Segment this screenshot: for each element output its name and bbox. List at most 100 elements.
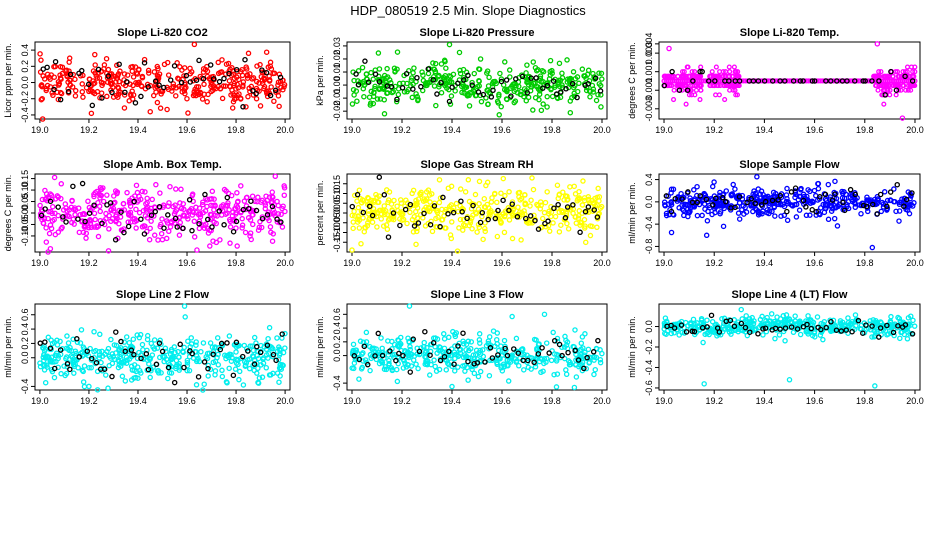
data-point: [351, 92, 357, 98]
data-point: [199, 201, 206, 208]
data-point: [564, 220, 570, 227]
data-point: [404, 220, 410, 227]
data-point: [777, 192, 784, 199]
data-point: [367, 100, 374, 106]
data-point: [663, 212, 670, 219]
data-point: [258, 199, 264, 205]
data-point: [728, 83, 734, 89]
y-axis-label: kPa per min.: [315, 55, 325, 106]
data-point: [884, 203, 890, 210]
data-point: [898, 199, 904, 206]
data-point: [229, 105, 236, 111]
data-point: [245, 215, 252, 221]
data-point: [887, 197, 894, 204]
data-point: [226, 70, 232, 77]
data-point: [469, 82, 475, 88]
data-point: [176, 232, 183, 238]
data-point: [121, 229, 127, 236]
data-point: [467, 220, 474, 226]
data-point: [399, 85, 406, 91]
data-point: [722, 198, 729, 205]
data-point: [194, 247, 200, 253]
data-point: [132, 100, 139, 106]
data-point: [777, 78, 783, 84]
y-axis-label: Licor ppm per min.: [3, 43, 13, 118]
data-point: [533, 337, 539, 343]
y-axis-label: ml/min per min.: [627, 182, 637, 244]
data-point: [43, 225, 49, 231]
data-point: [188, 335, 194, 341]
data-point: [385, 197, 392, 203]
data-point: [686, 73, 693, 79]
data-point: [701, 381, 707, 387]
data-point: [204, 350, 211, 357]
data-point: [570, 210, 576, 217]
data-point: [411, 223, 418, 229]
data-point: [147, 374, 153, 381]
y-axis-label: ml/min per min.: [627, 316, 637, 378]
data-point: [903, 196, 910, 203]
data-point: [55, 204, 61, 210]
data-point: [446, 348, 452, 355]
data-point: [122, 89, 128, 96]
data-point: [460, 338, 466, 344]
data-point: [880, 83, 886, 89]
y-tick-label: 0.01: [332, 63, 342, 81]
data-point: [828, 319, 834, 325]
data-point: [279, 205, 285, 212]
data-point: [735, 210, 742, 216]
data-point: [54, 337, 60, 344]
data-point: [466, 198, 473, 205]
data-point: [565, 76, 571, 82]
data-point: [240, 82, 246, 89]
data-point: [825, 181, 832, 188]
x-tick-label: 19.0: [31, 125, 49, 135]
data-point: [116, 61, 122, 68]
data-point: [394, 66, 400, 72]
data-point: [259, 374, 266, 380]
data-point: [249, 193, 256, 199]
data-point: [887, 92, 893, 98]
data-point: [364, 222, 371, 229]
data-point: [409, 94, 416, 101]
data-point: [576, 80, 582, 87]
data-point: [485, 216, 491, 223]
data-point: [531, 212, 537, 219]
y-tick-label: -0.6: [644, 380, 654, 396]
data-point: [134, 189, 141, 196]
data-point: [451, 361, 457, 367]
data-point: [426, 205, 433, 212]
data-point: [240, 206, 247, 213]
data-point: [387, 348, 393, 354]
data-point: [375, 50, 382, 56]
panel-title: Slope Sample Flow: [739, 159, 840, 171]
data-point: [358, 366, 365, 372]
data-point: [686, 209, 692, 216]
data-point: [668, 330, 675, 337]
data-point: [555, 201, 561, 208]
data-point: [256, 224, 263, 231]
data-point: [226, 216, 233, 223]
data-point: [161, 225, 167, 231]
data-point: [52, 58, 59, 65]
data-point: [869, 244, 876, 251]
data-point: [860, 330, 866, 336]
data-point: [465, 358, 471, 365]
data-point: [818, 326, 824, 333]
data-point: [587, 94, 593, 100]
x-tick-label: 19.2: [80, 125, 98, 135]
data-point: [525, 364, 532, 371]
data-point: [564, 339, 571, 345]
data-point: [471, 361, 477, 367]
y-axis-label: percent per min.: [315, 180, 325, 245]
data-point: [100, 198, 107, 205]
data-point: [911, 323, 918, 329]
data-point: [105, 345, 112, 352]
data-point: [60, 207, 67, 213]
data-point: [452, 343, 458, 349]
data-point: [698, 87, 704, 93]
data-point: [437, 195, 444, 201]
data-point: [506, 67, 513, 73]
data-point: [244, 72, 251, 78]
